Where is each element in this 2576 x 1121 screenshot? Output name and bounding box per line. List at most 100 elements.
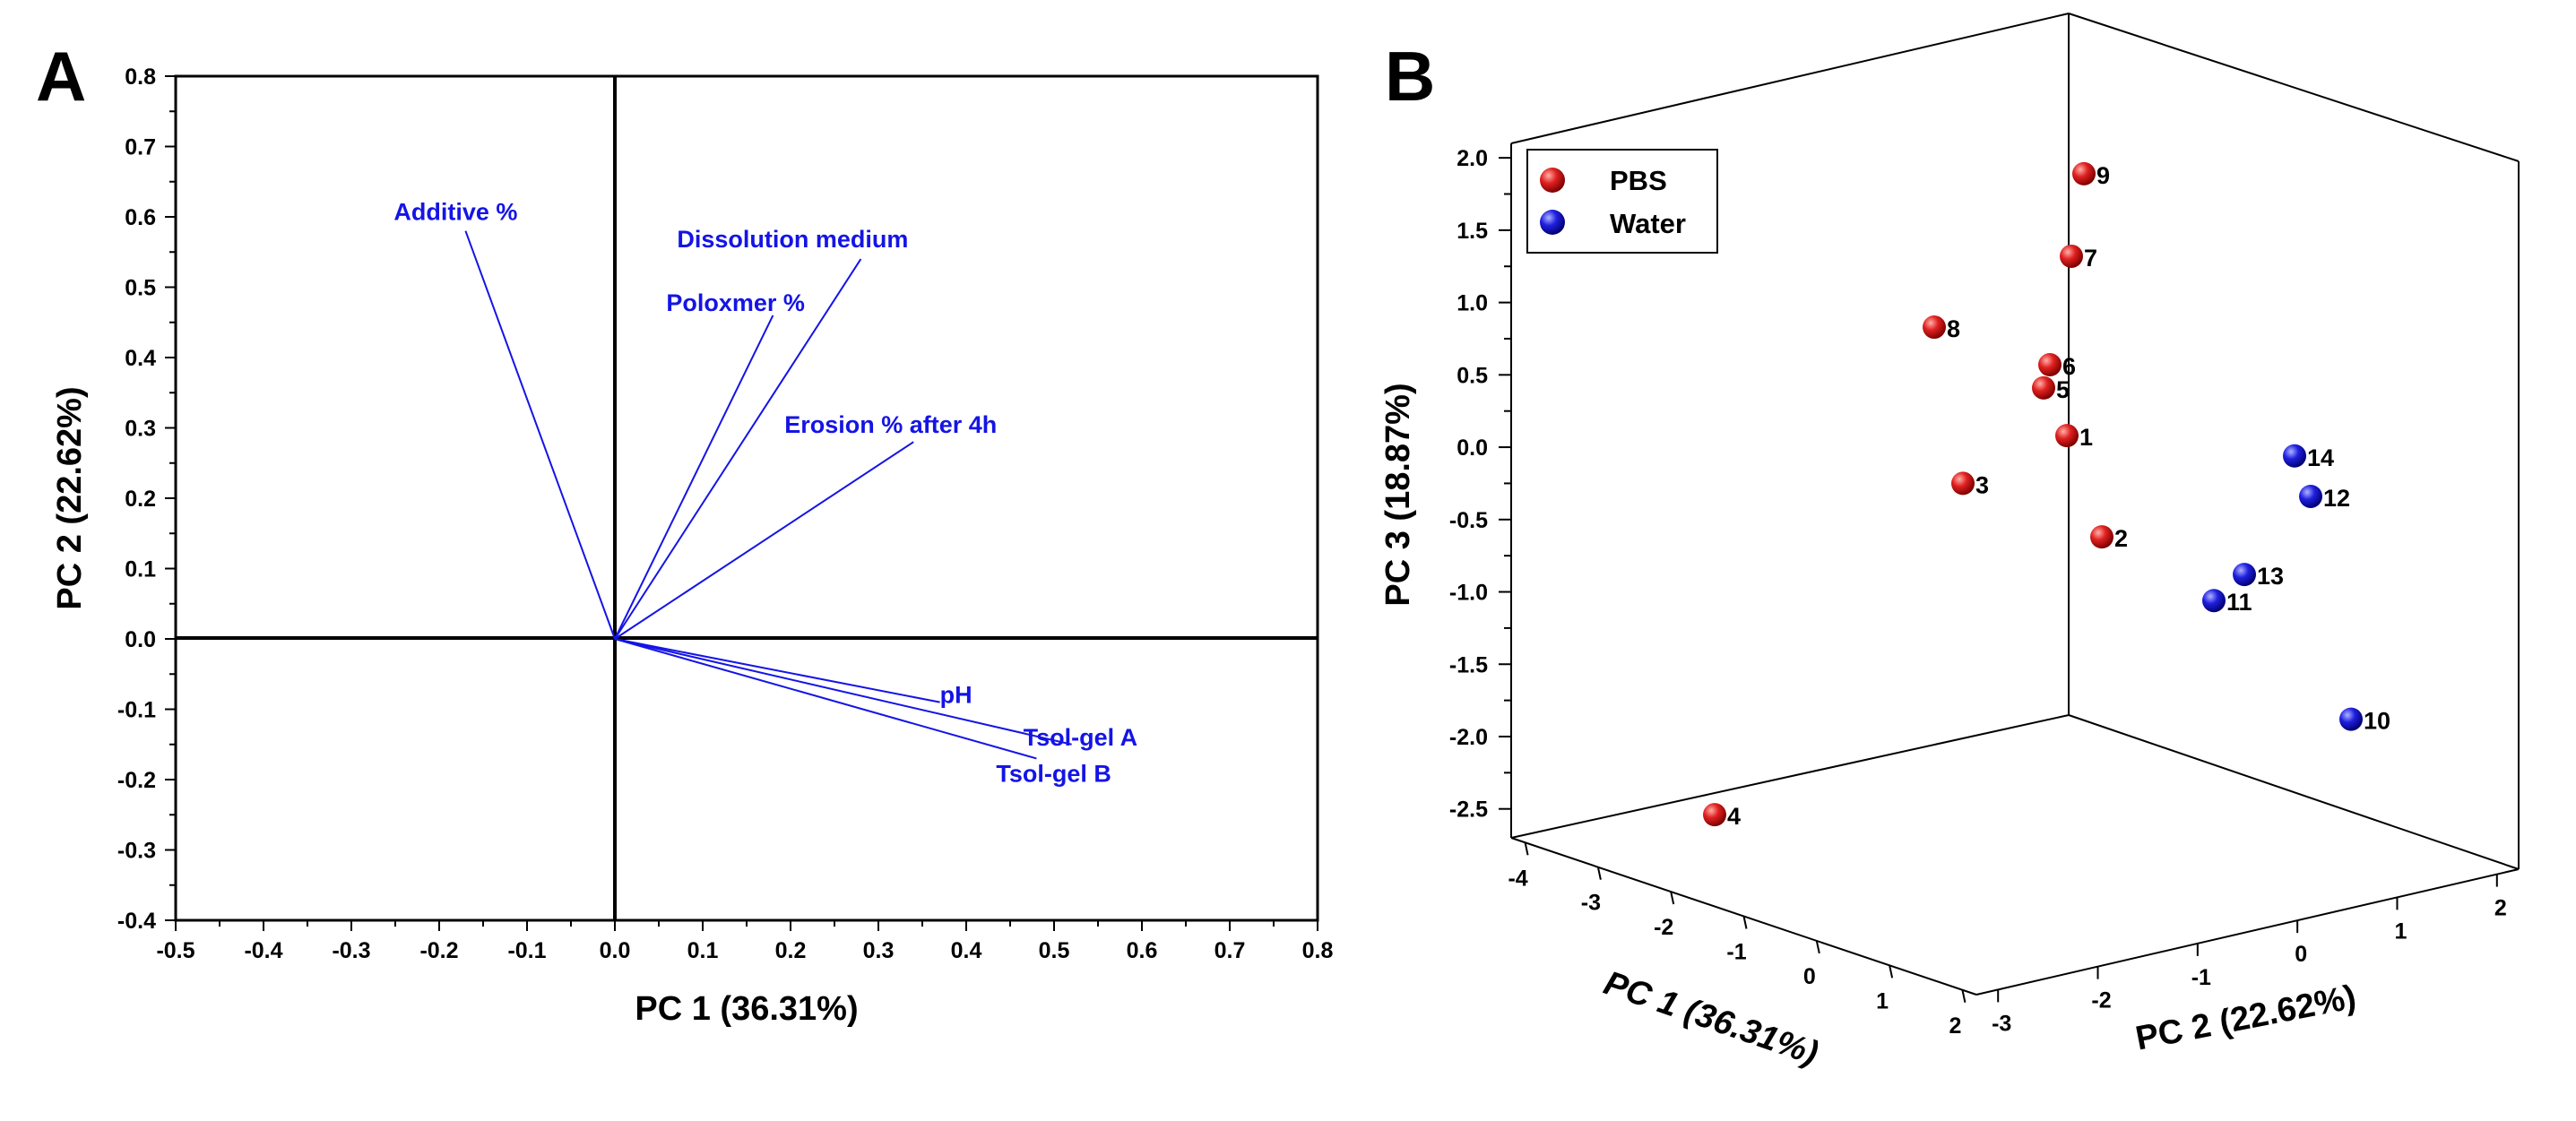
- z-tick-label: -0.5: [1449, 508, 1488, 533]
- x-tick-label: -0.1: [507, 938, 546, 963]
- box-edge-top-left: [1510, 13, 2070, 144]
- loading-vector: [614, 638, 1072, 746]
- panel-b-box: [1510, 13, 2520, 996]
- sample-point-pbs: [1951, 471, 1975, 496]
- y-tick-label: -0.2: [117, 768, 156, 793]
- y-tick-label: -0.1: [117, 698, 156, 723]
- panel-b-zlabel: PC 3 (18.87%): [1379, 383, 1417, 606]
- x-tick-label: -0.5: [156, 938, 194, 963]
- legend-pbs-label: PBS: [1610, 165, 1667, 196]
- pc1-tick-label: 0: [1803, 964, 1816, 989]
- z-tick-label: -2.5: [1449, 798, 1488, 823]
- x-tick-label: -0.2: [419, 938, 458, 963]
- y-tick-label: 0.4: [125, 346, 156, 371]
- x-tick-label: 0.3: [863, 938, 895, 963]
- sample-point-label: 11: [2226, 589, 2252, 616]
- sample-point-water: [2299, 484, 2322, 508]
- y-tick-label: 0.1: [125, 557, 156, 582]
- loading-vector: [614, 258, 862, 640]
- y-tick-label: 0.2: [125, 487, 156, 512]
- loading-label: Tsol-gel B: [996, 760, 1111, 787]
- z-tick-label: 0.5: [1457, 363, 1488, 388]
- box-edge-front-pc2: [1975, 868, 2520, 996]
- panel-a-ticks: -0.5 -0.4 -0.3 -0.2 -0.1 0.0 0.1 0.2 0.3 0.4 0.5 0.…: [117, 65, 1334, 963]
- x-tick-label: 0.2: [775, 938, 807, 963]
- panel-b-ticks: 2.0 1.5 1.0 0.5 0.0 -0.5 -1.0 -1.5 -2.0 -2.5 -4 -3 -…: [1449, 146, 2507, 1039]
- panel-b-ylabel: PC 2 (22.62%): [2132, 979, 2359, 1058]
- sample-point-label: 4: [1727, 803, 1741, 830]
- x-tick-label: 0.8: [1302, 938, 1334, 963]
- panel-a-label: A: [36, 37, 86, 116]
- x-tick-label: 0.1: [687, 938, 719, 963]
- legend-frame: [1526, 149, 1718, 254]
- y-tick-label: 0.7: [125, 135, 156, 160]
- pc2-tick-label: 0: [2295, 942, 2307, 967]
- y-tick-label: -0.4: [117, 909, 156, 934]
- sample-point-pbs: [2090, 525, 2114, 549]
- pc2-tick-label: 1: [2395, 918, 2407, 944]
- pc2-tick-label: -2: [2091, 988, 2111, 1013]
- legend-pbs-marker: [1540, 168, 1565, 193]
- panel-a: A -0.5 -0.4 -0.3 -0.2 -0.1 0.0 0.1 0.2 0.3 0.4 0.5…: [36, 37, 1333, 1028]
- loading-label: Erosion % after 4h: [784, 411, 997, 438]
- sample-point-pbs: [2032, 375, 2055, 400]
- panel-b-label: B: [1385, 37, 1435, 116]
- loading-vector: [614, 638, 1037, 760]
- pc1-tick-mark: [1596, 867, 1602, 880]
- x-tick-label: 0.5: [1039, 938, 1070, 963]
- y-tick-label: 0.5: [125, 276, 156, 301]
- panel-a-plot-frame: [174, 74, 1319, 922]
- loading-label: Poloxmer %: [666, 289, 805, 316]
- sample-point-label: 9: [2096, 162, 2110, 189]
- x-tick-label: -0.3: [332, 938, 370, 963]
- sample-point-pbs: [2060, 244, 2083, 268]
- pc1-tick-mark: [1815, 940, 1820, 954]
- sample-point-label: 3: [1975, 471, 1989, 498]
- pc1-tick-mark: [1670, 891, 1675, 905]
- sample-point-label: 12: [2323, 485, 2350, 512]
- sample-point-pbs: [2072, 161, 2096, 185]
- box-edge-back-floor-left: [1510, 714, 2070, 839]
- z-tick-label: -2.0: [1449, 725, 1488, 750]
- panel-a-xlabel: PC 1 (36.31%): [635, 990, 858, 1028]
- sample-point-pbs: [2055, 424, 2079, 448]
- loading-vector: [614, 638, 940, 703]
- z-tick-label: 1.0: [1457, 291, 1488, 316]
- box-edge-back-floor-right: [2068, 714, 2520, 870]
- loading-vector: [614, 315, 774, 640]
- panel-b: B 2.0 1.5 1.0 0.5 0.0 -0.5 -1.0 -1.5 -2.0 -2.5 -4 -…: [1379, 13, 2520, 1073]
- pc1-tick-mark: [1889, 965, 1894, 979]
- loading-vector: [464, 230, 616, 640]
- loading-label: Additive %: [393, 199, 517, 226]
- z-tick-label: 1.5: [1457, 219, 1488, 244]
- pc2-tick-label: 2: [2494, 896, 2507, 921]
- pc1-tick-label: -4: [1508, 866, 1527, 891]
- pc1-tick-label: 1: [1876, 988, 1889, 1013]
- z-tick-label: -1.5: [1449, 652, 1488, 677]
- sample-point-water: [2233, 563, 2256, 587]
- sample-point-pbs: [1703, 803, 1726, 827]
- sample-point-label: 8: [1947, 315, 1960, 342]
- sample-point-label: 2: [2114, 525, 2128, 552]
- x-tick-label: 0.6: [1127, 938, 1158, 963]
- loading-label: Tsol-gel A: [1024, 724, 1138, 751]
- sample-point-label: 7: [2084, 245, 2097, 272]
- z-tick-label: 2.0: [1457, 146, 1488, 171]
- box-edge-top-right: [2068, 13, 2520, 162]
- sample-point-water: [2202, 589, 2226, 613]
- panel-a-loadings: Additive % Dissolution medium Poloxmer % Er…: [393, 199, 1137, 788]
- y-tick-label: 0.0: [125, 627, 156, 652]
- sample-point-label: 6: [2062, 353, 2076, 380]
- sample-point-water: [2339, 707, 2363, 731]
- sample-point-label: 14: [2307, 444, 2334, 471]
- x-tick-label: -0.4: [244, 938, 282, 963]
- y-tick-label: 0.8: [125, 65, 156, 90]
- z-tick-label: -1.0: [1449, 581, 1488, 606]
- x-tick-label: 0.0: [600, 938, 631, 963]
- x-tick-label: 0.7: [1215, 938, 1246, 963]
- panel-b-xlabel: PC 1 (36.31%): [1599, 964, 1822, 1073]
- pc1-tick-label: -3: [1581, 891, 1601, 916]
- sample-point-label: 10: [2364, 708, 2390, 735]
- y-tick-label: 0.3: [125, 417, 156, 442]
